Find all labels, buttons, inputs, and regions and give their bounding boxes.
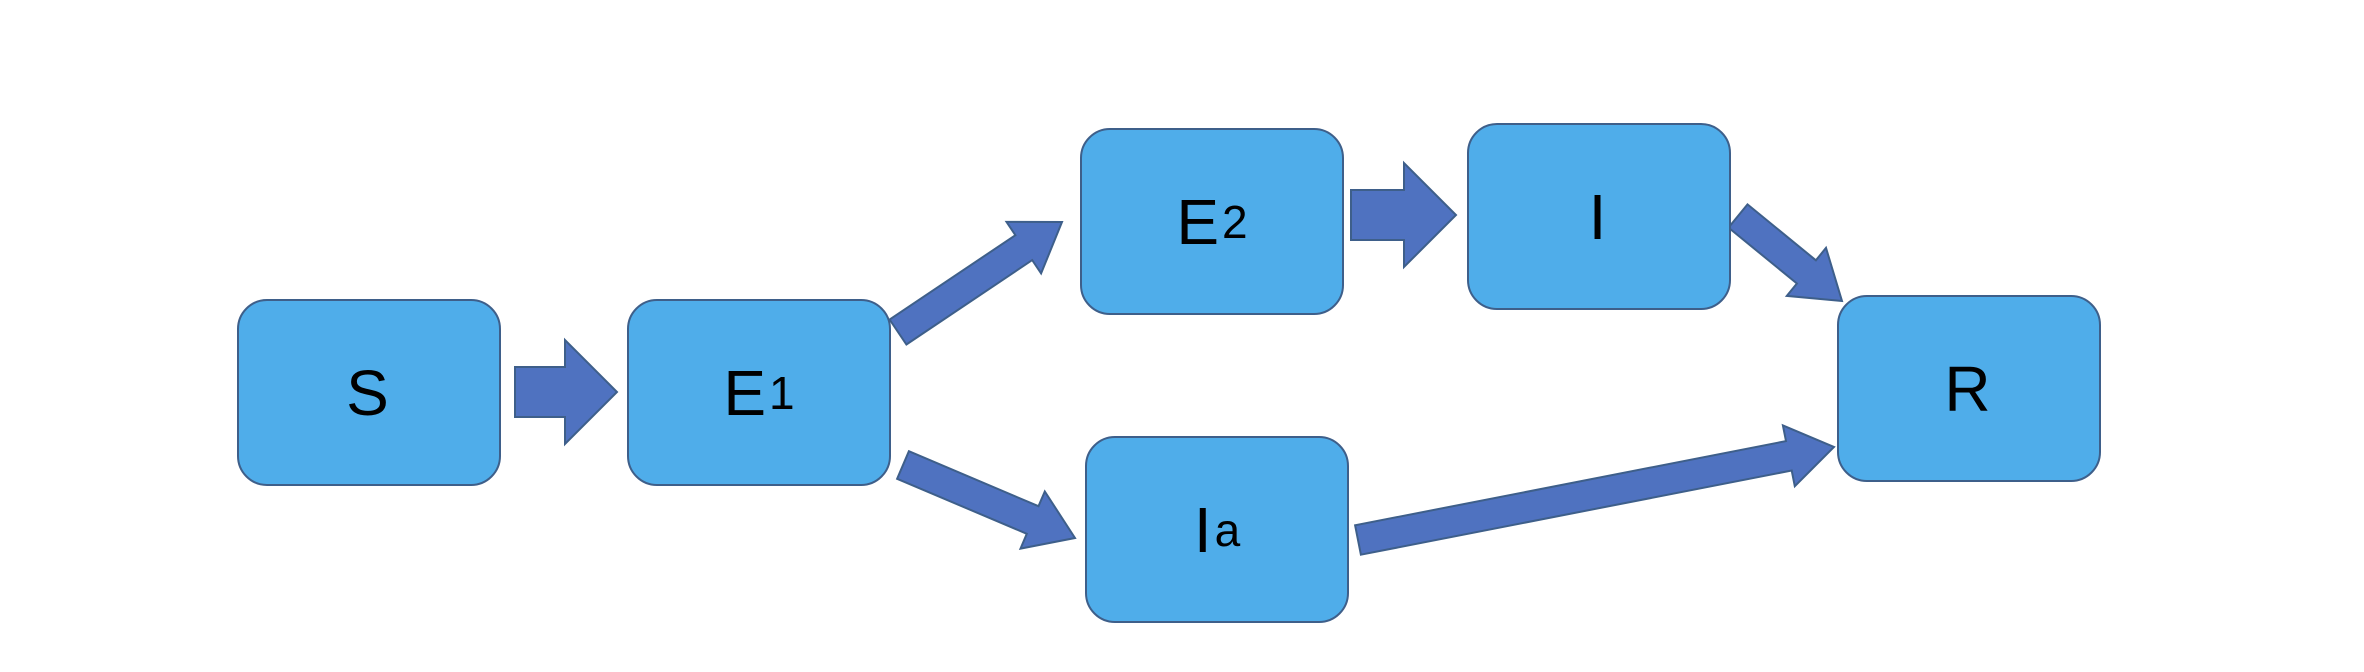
arrow-s-to-e1 <box>514 337 619 447</box>
arrow-i-to-r <box>1727 202 1844 303</box>
node-e2-label: E <box>1176 185 1220 258</box>
node-ia-label: I <box>1193 493 1212 566</box>
node-s: S <box>237 299 501 486</box>
arrow-e1-to-ia <box>895 449 1077 550</box>
arrow-ia-to-r <box>1353 423 1836 556</box>
node-e1-label: E <box>723 356 767 429</box>
node-s-label: S <box>346 356 389 429</box>
arrow-e1-to-e2 <box>888 220 1064 346</box>
node-r: R <box>1837 295 2101 482</box>
node-i: I <box>1467 123 1731 310</box>
arrow-e2-to-i <box>1350 160 1458 270</box>
node-r-label: R <box>1944 352 1991 425</box>
node-i-label: I <box>1588 180 1607 253</box>
